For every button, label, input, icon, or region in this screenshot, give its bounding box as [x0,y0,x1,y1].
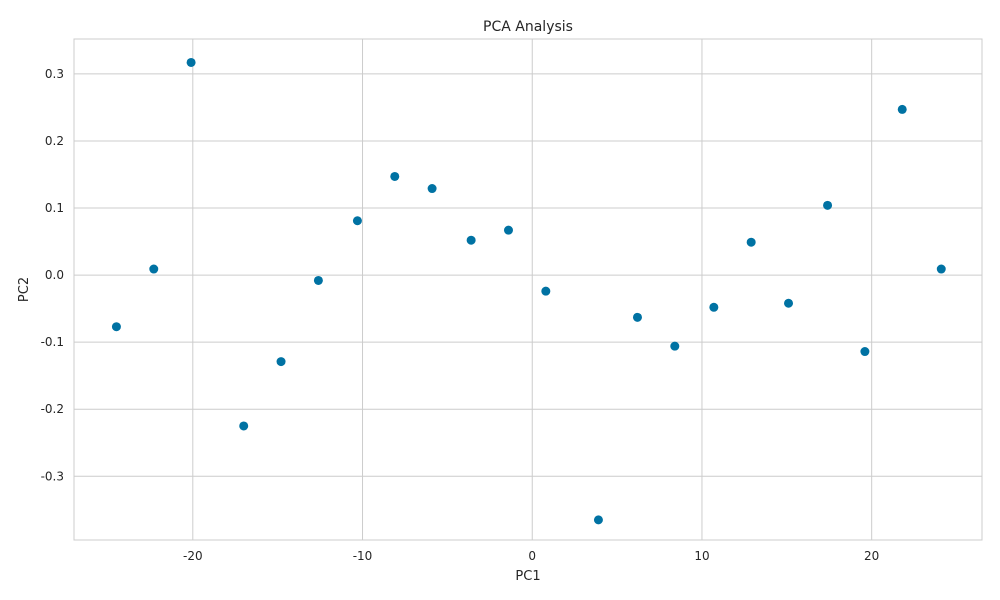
x-tick-label: 20 [864,549,879,563]
y-tick-label: 0.0 [45,268,64,282]
scatter-point [784,298,794,308]
scatter-point [860,347,870,357]
chart-title: PCA Analysis [483,19,573,35]
data-points [111,57,946,525]
y-axis-label: PC2 [17,277,32,302]
scatter-point [313,275,323,285]
scatter-point [390,171,400,181]
scatter-point [352,216,362,226]
x-axis-ticks: -20 -10 0 10 20 [183,549,879,563]
scatter-point [186,57,196,67]
scatter-point [239,421,249,431]
plot-area-frame [73,38,983,541]
scatter-point [746,237,756,247]
scatter-point [276,357,286,367]
y-tick-label: 0.3 [45,67,64,81]
scatter-point [149,264,159,274]
x-tick-label: 0 [528,549,536,563]
x-tick-label: -20 [183,549,203,563]
scatter-point [427,184,437,194]
scatter-point [466,235,476,245]
scatter-point [632,312,642,322]
scatter-point [503,225,513,235]
scatter-point [897,104,907,114]
scatter-point [593,515,603,525]
scatter-point [111,322,121,332]
scatter-point [709,302,719,312]
scatter-point [823,200,833,210]
grid [74,39,982,540]
y-tick-label: -0.1 [41,335,64,349]
y-tick-label: 0.2 [45,134,64,148]
scatter-point [670,341,680,351]
x-tick-label: -10 [353,549,373,563]
y-axis-ticks: -0.3 -0.2 -0.1 0.0 0.1 0.2 0.3 [41,67,64,483]
y-tick-label: -0.3 [41,469,64,483]
scatter-point [541,286,551,296]
y-tick-label: -0.2 [41,402,64,416]
y-tick-label: 0.1 [45,201,64,215]
scatter-point [936,264,946,274]
x-axis-label: PC1 [515,569,540,584]
x-tick-label: 10 [694,549,709,563]
